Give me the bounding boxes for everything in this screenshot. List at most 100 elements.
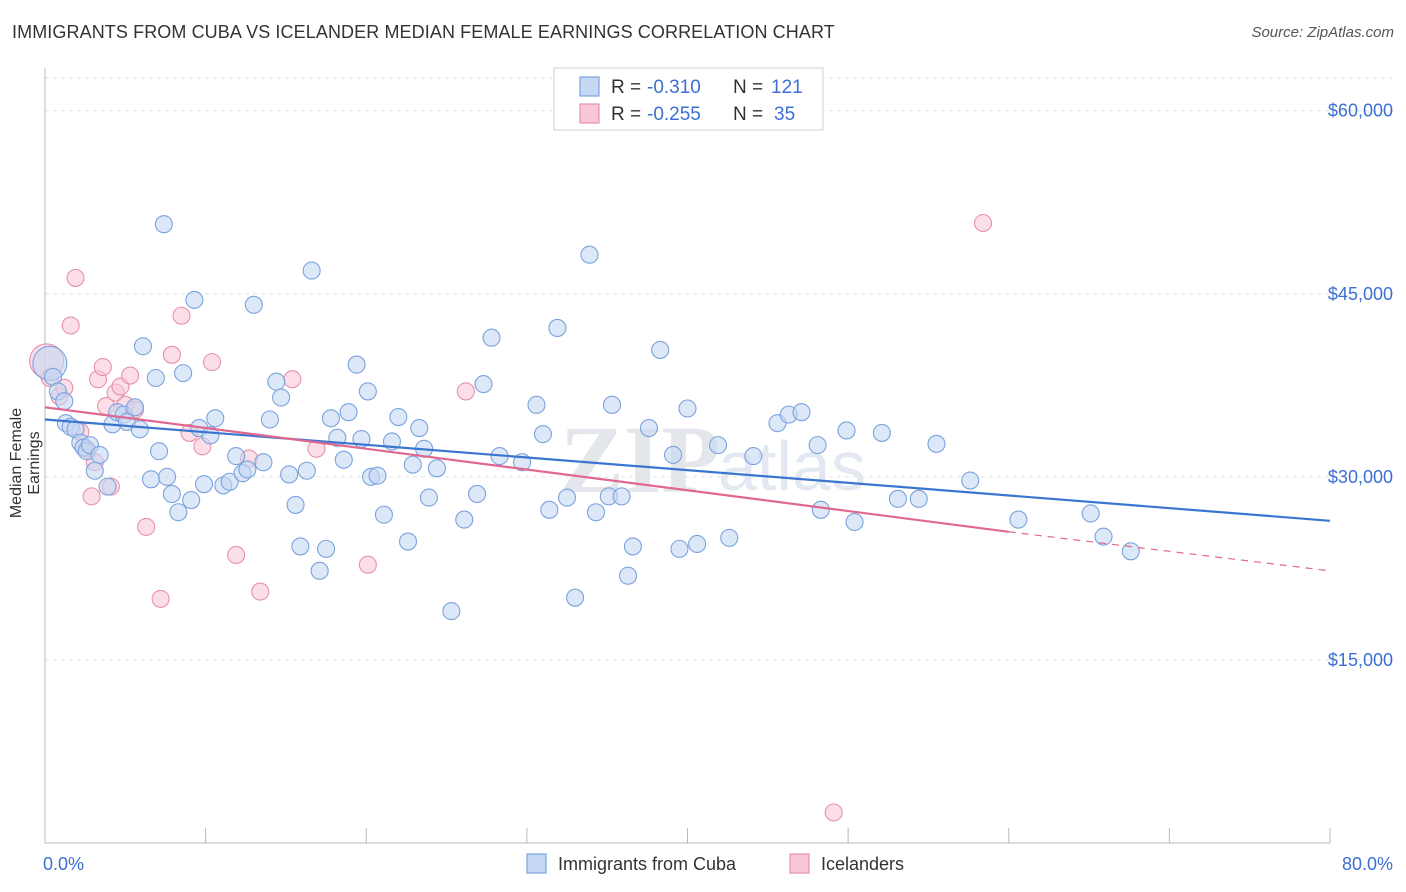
icelanders-point bbox=[227, 545, 246, 565]
cuba-point bbox=[339, 403, 358, 422]
cuba-point bbox=[389, 408, 408, 427]
cuba-point bbox=[310, 561, 329, 580]
x-ticks bbox=[44, 828, 1331, 843]
cuba-point bbox=[580, 245, 599, 264]
y-tick-label: $15,000 bbox=[1328, 650, 1393, 670]
cuba-point bbox=[845, 512, 864, 532]
cuba-point bbox=[260, 410, 279, 429]
legend-label-cuba: Immigrants from Cuba bbox=[558, 854, 737, 874]
y-tick-labels: $15,000 $30,000 $45,000 $60,000 bbox=[1328, 101, 1393, 670]
cuba-point bbox=[158, 467, 177, 486]
cuba-point bbox=[1081, 504, 1100, 523]
cuba-point bbox=[474, 375, 493, 394]
cuba-point bbox=[808, 436, 827, 455]
cuba-point bbox=[1094, 527, 1113, 546]
icelanders-point bbox=[824, 803, 843, 822]
cuba-point bbox=[194, 475, 214, 494]
cuba-point bbox=[811, 500, 830, 519]
cuba-point bbox=[888, 489, 907, 508]
cuba-point bbox=[286, 495, 305, 514]
stats-r-label-icelanders: R = bbox=[611, 104, 641, 125]
cuba-point bbox=[670, 539, 689, 558]
chart-source: Source: ZipAtlas.com bbox=[1251, 24, 1394, 41]
cuba-point bbox=[651, 340, 670, 359]
stats-r-value-icelanders: -0.255 bbox=[647, 104, 701, 125]
cuba-point bbox=[410, 418, 429, 438]
cuba-point bbox=[182, 490, 201, 510]
icelanders-point bbox=[151, 589, 170, 608]
cuba-point bbox=[133, 337, 153, 356]
cuba-point bbox=[254, 453, 273, 472]
trend-line-cuba bbox=[44, 418, 1331, 522]
cuba-point bbox=[557, 488, 577, 507]
cuba-point bbox=[720, 528, 739, 547]
cuba-point bbox=[146, 368, 165, 388]
cuba-point bbox=[403, 455, 422, 474]
cuba-point bbox=[678, 399, 697, 418]
cuba-point bbox=[619, 566, 638, 585]
trend-line-icelanders-extrapolated bbox=[1008, 531, 1331, 572]
cuba-point bbox=[961, 471, 980, 490]
cuba-point bbox=[837, 421, 856, 440]
icelanders-point bbox=[66, 268, 85, 287]
cuba-point bbox=[358, 382, 377, 401]
cuba-point bbox=[297, 461, 316, 480]
cuba-point bbox=[280, 465, 299, 484]
icelanders-point bbox=[283, 370, 302, 389]
cuba-point bbox=[238, 460, 257, 479]
cuba-point bbox=[708, 436, 728, 455]
cuba-point bbox=[427, 459, 446, 478]
y-tick-label: $30,000 bbox=[1328, 467, 1393, 487]
cuba-point bbox=[527, 395, 546, 414]
cuba-point bbox=[623, 537, 642, 556]
gridlines bbox=[45, 77, 1393, 661]
y-tick-label: $45,000 bbox=[1328, 284, 1393, 304]
stats-n-value-cuba: 121 bbox=[771, 77, 803, 98]
icelanders-point bbox=[251, 582, 270, 601]
watermark-zip: ZIP bbox=[560, 406, 720, 513]
icelanders-point bbox=[358, 555, 377, 574]
cuba-point bbox=[125, 398, 144, 417]
icelanders-point bbox=[93, 357, 112, 377]
cuba-point bbox=[291, 537, 310, 556]
cuba-point bbox=[586, 503, 605, 522]
cuba-point bbox=[302, 261, 321, 280]
watermark-atlas: atlas bbox=[718, 427, 866, 505]
cuba-point bbox=[317, 539, 336, 558]
stats-n-value-icelanders: 35 bbox=[774, 104, 795, 125]
icelanders-point bbox=[61, 316, 80, 335]
cuba-point bbox=[174, 364, 193, 383]
cuba-point bbox=[206, 409, 225, 428]
x-tick-label-min: 0.0% bbox=[43, 854, 84, 874]
cuba-point bbox=[169, 503, 188, 522]
trend-line-icelanders bbox=[44, 406, 1009, 533]
cuba-point bbox=[639, 418, 659, 438]
cuba-point bbox=[149, 442, 169, 461]
cuba-point bbox=[368, 466, 387, 485]
icelanders-point bbox=[456, 382, 475, 401]
stats-legend: R = -0.310 N = 121 R = -0.255 N = 35 bbox=[553, 67, 824, 131]
cuba-point bbox=[872, 423, 891, 442]
cuba-point bbox=[272, 388, 291, 407]
cuba-point bbox=[130, 420, 149, 439]
cuba-point bbox=[141, 470, 161, 489]
stats-r-value-cuba: -0.310 bbox=[647, 77, 701, 98]
series-cuba bbox=[32, 215, 1140, 621]
legend-swatch-icelanders bbox=[789, 853, 810, 874]
cuba-point bbox=[442, 602, 461, 621]
cuba-point bbox=[398, 532, 418, 551]
icelanders-point bbox=[82, 487, 101, 506]
icelanders-point bbox=[203, 353, 222, 372]
cuba-point bbox=[244, 295, 263, 314]
icelanders-point bbox=[172, 306, 191, 325]
chart-title: IMMIGRANTS FROM CUBA VS ICELANDER MEDIAN… bbox=[12, 22, 835, 42]
stats-n-label-cuba: N = bbox=[733, 77, 763, 98]
cuba-point bbox=[185, 290, 204, 309]
stats-swatch-icelanders bbox=[579, 103, 600, 124]
cuba-point bbox=[602, 395, 622, 414]
cuba-point bbox=[374, 505, 393, 524]
cuba-point bbox=[162, 484, 181, 503]
cuba-point bbox=[227, 447, 246, 466]
icelanders-point bbox=[121, 366, 140, 385]
